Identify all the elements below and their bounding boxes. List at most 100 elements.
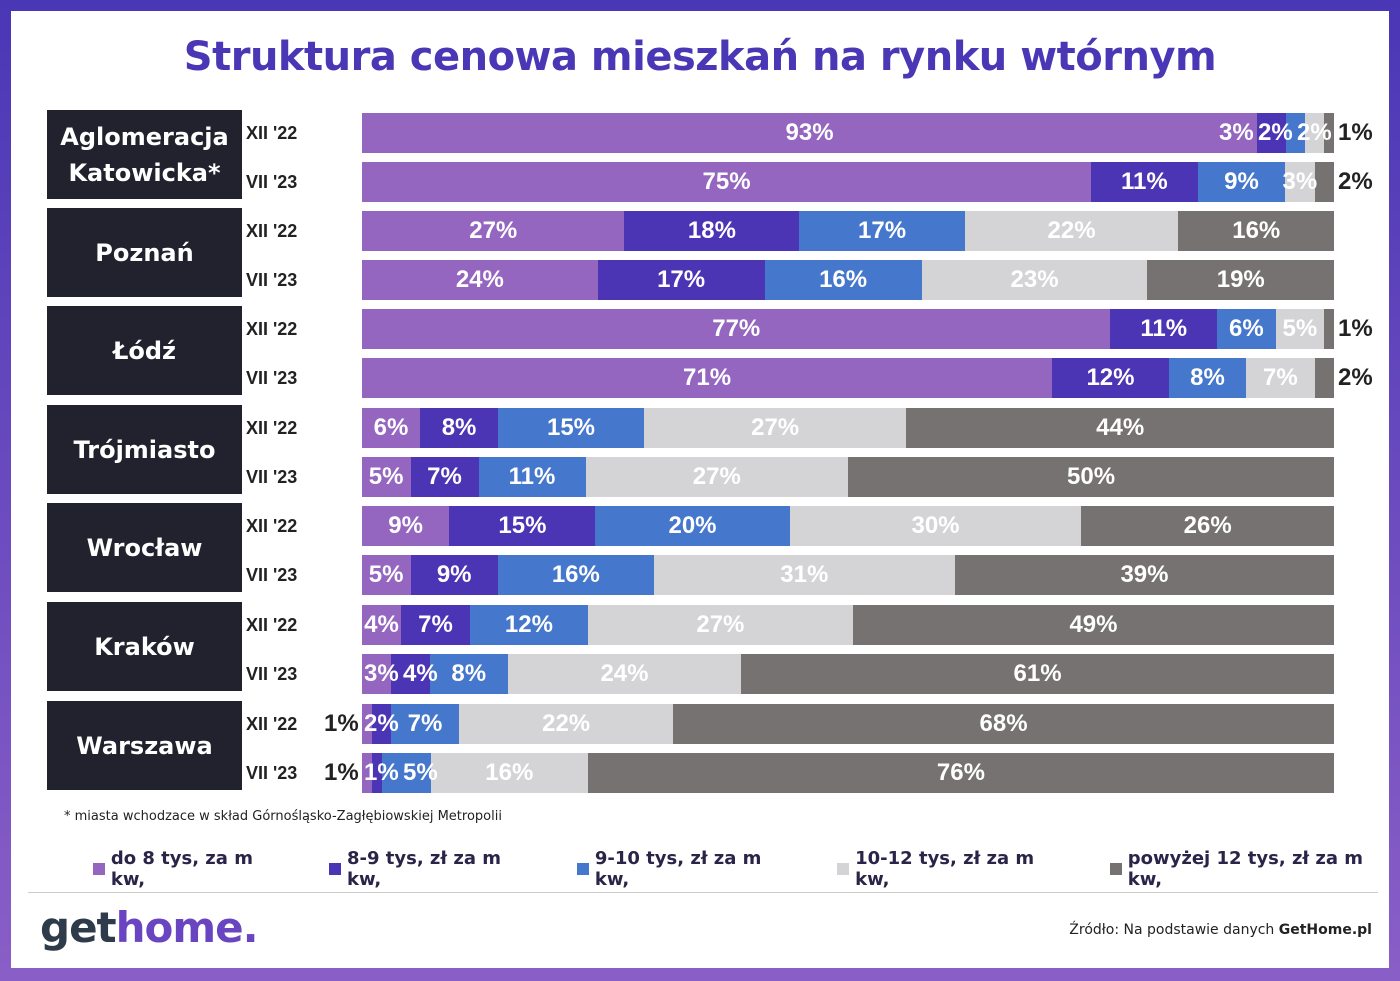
data-label: 6% — [373, 414, 409, 441]
data-label: 12% — [1086, 364, 1135, 391]
bar-label-layer: 24% 17% 16% 23% 19% — [362, 260, 1334, 300]
bar-label-layer: 93% 3% 2% 2% — [362, 113, 1334, 153]
bar-label-layer: 75% 11% 9% 3% — [362, 162, 1334, 202]
stacked-bar — [362, 211, 1334, 251]
bar-segment — [430, 753, 588, 793]
stacked-bar — [362, 555, 1334, 595]
period-label: VII '23 — [246, 270, 298, 290]
bar-segment — [789, 506, 1082, 546]
period-label: XII '22 — [246, 615, 298, 635]
data-label: 2% — [1258, 119, 1293, 146]
data-label: 16% — [1232, 217, 1281, 244]
bar-segment — [741, 654, 1334, 694]
bar-segment — [852, 605, 1334, 645]
data-label: 1% — [324, 710, 359, 737]
bar-label-layer: 71% 12% 8% 7% — [362, 358, 1334, 398]
legend-item: 10-12 tys, zł za m kw, — [837, 848, 1072, 890]
stacked-bar — [362, 506, 1334, 546]
bar-label-layer: 27% 18% 17% 22% 16% — [362, 211, 1334, 251]
data-label: 8% — [441, 414, 477, 441]
legend-item: powyżej 12 tys, zł za m kw, — [1109, 848, 1400, 890]
bar-segment — [847, 457, 1334, 497]
bar-label-layer: 2% 7% 22% 68% — [362, 704, 1334, 744]
data-label: 9% — [1224, 168, 1259, 195]
period-label: VII '23 — [246, 172, 298, 192]
data-label: 26% — [1183, 512, 1232, 539]
bar-segment — [410, 457, 479, 497]
bar-segment — [954, 555, 1334, 595]
bar-segment — [1168, 358, 1247, 398]
city-label: Wrocław — [47, 503, 242, 592]
bar-segment — [362, 753, 372, 793]
legend-label: 8-9 tys, zł za m kw, — [346, 848, 501, 890]
city-label: Poznań — [47, 208, 242, 297]
chart-title: Struktura cenowa mieszkań na rynku wtórn… — [183, 34, 1217, 80]
stacked-bar — [362, 704, 1334, 744]
data-label: 77% — [712, 315, 761, 342]
data-label: 6% — [1229, 315, 1264, 342]
legend-swatch — [837, 863, 850, 875]
bar-segment — [597, 260, 765, 300]
bar-label-layer: 6% 8% 15% 27% 44% — [362, 408, 1334, 448]
stacked-bar — [362, 358, 1334, 398]
data-label: 11% — [1120, 168, 1168, 195]
bar-segment — [799, 211, 965, 251]
data-label: 16% — [485, 759, 534, 786]
logo-part2: home. — [115, 903, 259, 952]
bar-segment — [1217, 309, 1276, 349]
bar-segment — [362, 704, 372, 744]
period-label: XII '22 — [246, 714, 298, 734]
legend-item: do 8 tys, za m kw, — [93, 848, 291, 890]
bar-segment — [1110, 309, 1218, 349]
data-label: 5% — [1282, 315, 1318, 342]
bar-segment — [1285, 162, 1315, 202]
bar-segment — [362, 309, 1111, 349]
data-label: 20% — [668, 512, 717, 539]
bar-segment — [371, 753, 382, 793]
divider — [28, 892, 1378, 893]
data-label: 11% — [1140, 315, 1188, 342]
data-label: 2% — [1338, 364, 1373, 391]
period-label: XII '22 — [246, 319, 298, 339]
bar-segment — [1314, 162, 1334, 202]
bar-segment — [1052, 358, 1169, 398]
source-brand: GetHome.pl — [1278, 922, 1372, 938]
data-label: 16% — [551, 561, 600, 588]
stacked-bar — [362, 753, 1334, 793]
bar-segment — [362, 555, 411, 595]
gethome-logo: gethome. — [40, 903, 259, 952]
data-label: 75% — [702, 168, 751, 195]
data-label: 5% — [368, 463, 404, 490]
legend: do 8 tys, za m kw, 8-9 tys, zł za m kw, 9-… — [93, 848, 1400, 890]
bar-label-layer: 3% 4% 8% 24% 61% — [362, 654, 1334, 694]
legend-label: powyżej 12 tys, zł za m kw, — [1127, 848, 1364, 890]
footnote: * miasta wchodzace w skład Górnośląsko-Z… — [64, 809, 502, 824]
bar-segment — [906, 408, 1334, 448]
data-label: 1% — [1338, 119, 1373, 146]
bar-label-layer: 77% 11% 6% 5% — [362, 309, 1334, 349]
legend-item: 9-10 tys, zł za m kw, — [577, 848, 799, 890]
data-label: 9% — [388, 512, 423, 539]
data-label: 3% — [1219, 119, 1254, 146]
bar-label-layer: 4% 7% 12% 27% 49% — [362, 605, 1334, 645]
data-label: 8% — [1190, 364, 1225, 391]
bar-segment — [673, 704, 1334, 744]
bar-segment — [587, 753, 1334, 793]
stacked-bar — [362, 309, 1334, 349]
bar-segment — [381, 753, 431, 793]
legend-label: do 8 tys, za m kw, — [110, 848, 253, 890]
data-label: 4% — [403, 660, 438, 687]
data-label: 5% — [368, 561, 404, 588]
bar-segment — [1197, 162, 1286, 202]
bar-segment — [921, 260, 1148, 300]
legend-swatch — [1109, 863, 1122, 875]
period-label: XII '22 — [246, 123, 298, 143]
data-label: 1% — [364, 759, 399, 786]
bar-segment — [498, 408, 644, 448]
data-label: 93% — [785, 119, 834, 146]
bar-segment — [449, 506, 596, 546]
bar-label-layer: 5% 9% 16% 31% 39% — [362, 555, 1334, 595]
data-label: 2% — [1297, 119, 1332, 146]
bar-label-layer: 5% 7% 11% 27% 50% — [362, 457, 1334, 497]
bar-segment — [498, 555, 654, 595]
